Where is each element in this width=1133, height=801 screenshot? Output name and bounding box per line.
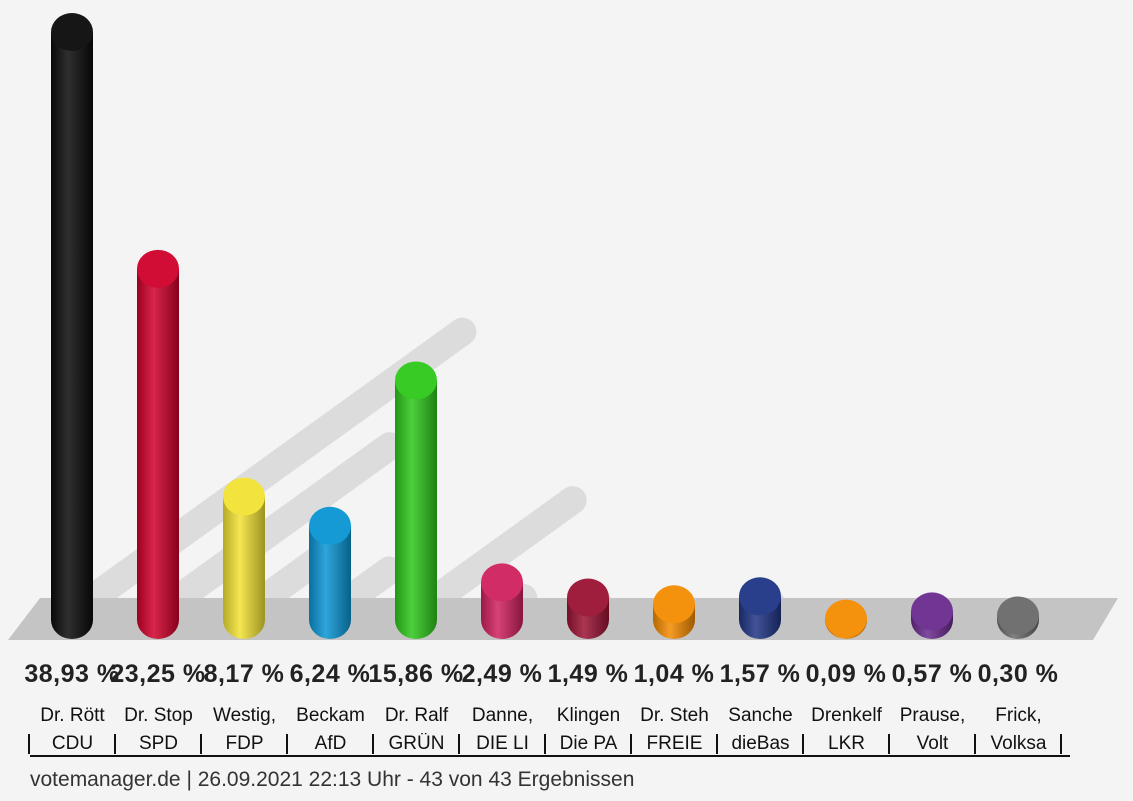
party-label: CDU (51, 733, 94, 754)
bar-cap (309, 506, 351, 545)
party-separator (458, 734, 460, 754)
party-label: Die PA (559, 733, 618, 754)
party-baseline (30, 755, 1070, 757)
bar-cap (567, 578, 609, 617)
bar-body (137, 268, 179, 639)
bar-fdp (223, 477, 265, 639)
party-separator (1060, 734, 1062, 754)
party-label: LKR (828, 733, 865, 754)
candidate-label: Frick, (995, 705, 1042, 726)
party-label: Volt (916, 733, 949, 754)
party-separator (286, 734, 288, 754)
party-label: AfD (314, 733, 347, 754)
value-label: 23,25 % (110, 660, 206, 688)
party-separator (114, 734, 116, 754)
footer-source: votemanager.de | 26.09.2021 22:13 Uhr - … (30, 768, 635, 791)
bar-spd (137, 249, 179, 639)
party-label: DIE LI (476, 733, 529, 754)
bar-afd (309, 506, 351, 639)
party-separator (630, 734, 632, 754)
bar-body (395, 380, 437, 639)
bar-diebas (739, 577, 781, 639)
bar-chart (8, 13, 1118, 640)
value-label: 1,04 % (633, 660, 715, 688)
candidate-label: Dr. Stop (124, 705, 193, 726)
candidate-label: Beckam (296, 705, 365, 726)
candidate-label: Danne, (471, 705, 534, 726)
candidate-label: Drenkelf (811, 705, 882, 726)
bar-cap (739, 577, 781, 616)
value-label: 0,57 % (891, 660, 973, 688)
bar-lkr (825, 599, 867, 639)
party-separator (802, 734, 804, 754)
bar-cap (223, 477, 265, 516)
party-label: dieBas (731, 733, 790, 754)
bar-die-li (481, 563, 523, 639)
value-label: 15,86 % (368, 660, 464, 688)
party-separator (974, 734, 976, 754)
party-separator (716, 734, 718, 754)
bar-cdu (51, 13, 93, 639)
party-label: FREIE (646, 733, 703, 754)
bar-cap (997, 596, 1039, 635)
candidate-label: Sanche (728, 705, 793, 726)
party-separator (544, 734, 546, 754)
bar-body (223, 496, 265, 639)
party-label: GRÜN (388, 733, 445, 754)
candidate-label: Westig, (212, 705, 276, 726)
candidate-label: Klingen (556, 705, 621, 726)
bar-cap (481, 563, 523, 602)
value-label: 1,49 % (547, 660, 629, 688)
bar-cap (137, 249, 179, 288)
bar-body (309, 525, 351, 639)
candidate-label: Dr. Steh (640, 705, 709, 726)
value-label: 1,57 % (719, 660, 801, 688)
party-separator (372, 734, 374, 754)
party-separator (200, 734, 202, 754)
value-label: 2,49 % (461, 660, 543, 688)
bar-cap (395, 361, 437, 400)
party-separator (28, 734, 30, 754)
candidate-label: Dr. Ralf (384, 705, 449, 726)
party-label: Volksa (990, 733, 1047, 754)
party-label: SPD (138, 733, 179, 754)
bar-die-pa (567, 578, 609, 639)
bar-gr-n (395, 361, 437, 639)
bar-cap (653, 585, 695, 624)
value-label: 0,09 % (805, 660, 887, 688)
candidate-label: Prause, (899, 705, 966, 726)
bar-shadow (398, 486, 587, 630)
value-label: 6,24 % (289, 660, 371, 688)
bar-shadow (140, 432, 404, 630)
value-label: 8,17 % (203, 660, 285, 688)
bar-volksa (997, 596, 1039, 639)
bar-cap (825, 599, 867, 638)
candidate-label: Dr. Rött (40, 705, 105, 726)
bar-cap (911, 592, 953, 631)
bars (51, 13, 1039, 639)
bar-shadows (54, 317, 1032, 630)
value-label: 0,30 % (977, 660, 1059, 688)
bar-volt (911, 592, 953, 639)
bar-body (51, 32, 93, 639)
party-label: FDP (225, 733, 264, 754)
party-separator (888, 734, 890, 754)
bar-freie (653, 585, 695, 639)
value-label: 38,93 % (24, 660, 120, 688)
bar-cap (51, 13, 93, 51)
